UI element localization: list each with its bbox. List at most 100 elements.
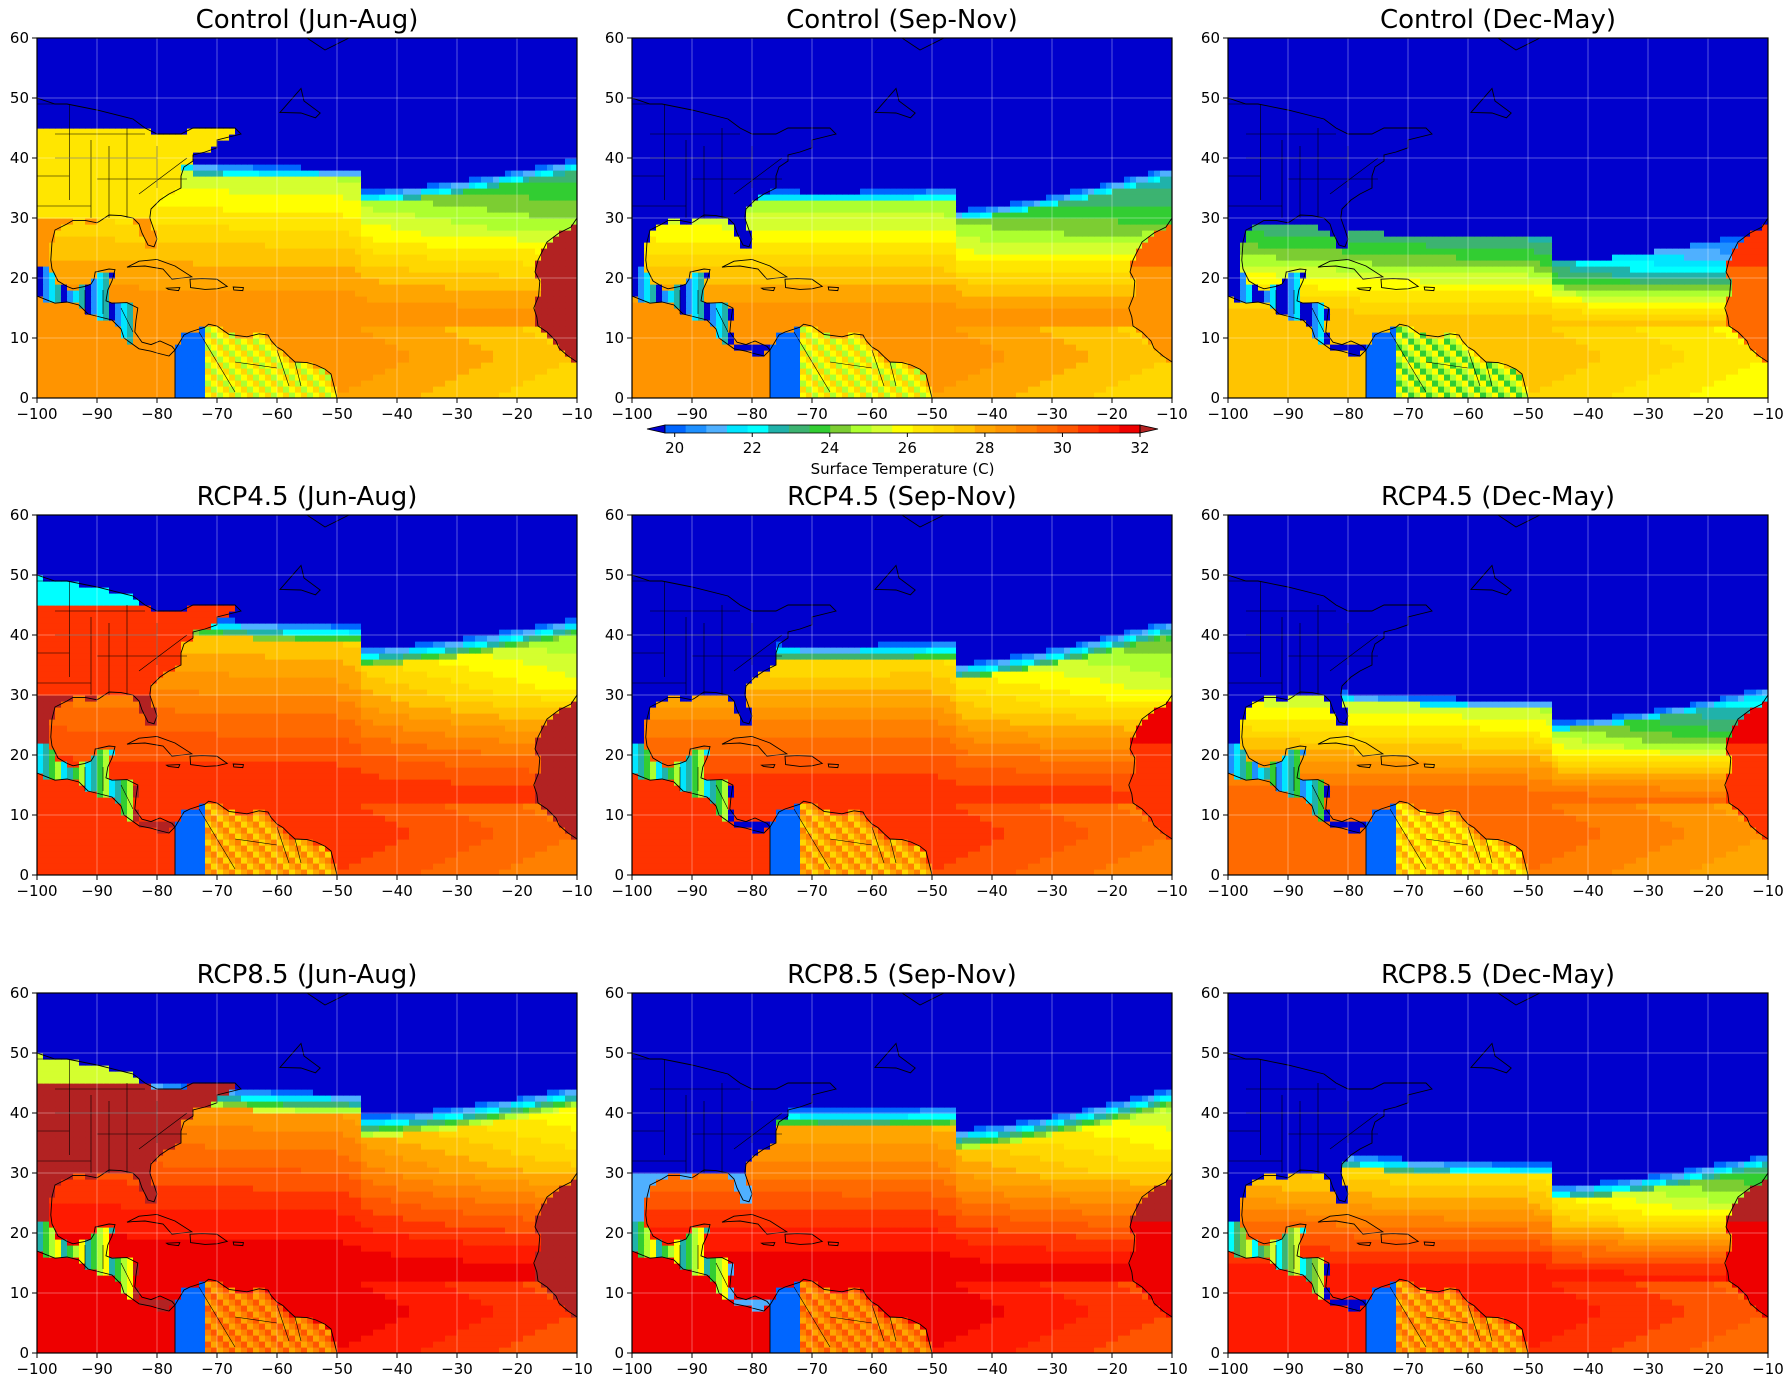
- field-cell: [175, 320, 182, 327]
- field-cell: [49, 338, 56, 345]
- field-cell: [529, 122, 536, 129]
- field-cell: [475, 140, 482, 147]
- field-cell: [517, 176, 524, 183]
- field-cell: [91, 188, 98, 195]
- field-cell: [103, 230, 110, 237]
- field-cell: [235, 212, 242, 219]
- field-cell: [253, 302, 260, 309]
- field-cell: [403, 266, 410, 273]
- field-cell: [97, 182, 104, 189]
- field-cell: [457, 110, 464, 117]
- field-cell: [253, 284, 260, 291]
- field-cell: [97, 92, 104, 99]
- field-cell: [163, 386, 170, 393]
- field-cell: [469, 194, 476, 201]
- field-cell: [505, 212, 512, 219]
- field-cell: [331, 86, 338, 93]
- field-cell: [235, 98, 242, 105]
- field-cell: [433, 104, 440, 111]
- field-cell: [85, 152, 92, 159]
- field-cell: [145, 194, 152, 201]
- field-cell: [403, 290, 410, 297]
- field-cell: [493, 122, 500, 129]
- field-cell: [187, 344, 194, 351]
- field-cell: [439, 338, 446, 345]
- field-cell: [55, 356, 62, 363]
- field-cell: [487, 98, 494, 105]
- field-cell: [229, 140, 236, 147]
- field-cell: [307, 326, 314, 333]
- field-cell: [217, 296, 224, 303]
- field-cell: [127, 308, 134, 315]
- field-cell: [535, 338, 542, 345]
- field-cell: [289, 266, 296, 273]
- field-cell: [505, 98, 512, 105]
- field-cell: [355, 212, 362, 219]
- field-cell: [439, 314, 446, 321]
- field-cell: [379, 284, 386, 291]
- field-cell: [295, 260, 302, 267]
- field-cell: [523, 218, 530, 225]
- field-cell: [157, 362, 164, 369]
- field-cell: [391, 110, 398, 117]
- field-cell: [337, 278, 344, 285]
- field-cell: [187, 194, 194, 201]
- field-cell: [469, 80, 476, 87]
- field-cell: [415, 98, 422, 105]
- field-cell: [43, 260, 50, 267]
- field-cell: [367, 236, 374, 243]
- field-cell: [541, 110, 548, 117]
- field-cell: [343, 290, 350, 297]
- field-cell: [85, 326, 92, 333]
- field-cell: [349, 314, 356, 321]
- field-cell: [355, 266, 362, 273]
- field-cell: [385, 254, 392, 261]
- field-cell: [511, 392, 518, 398]
- field-cell: [199, 188, 206, 195]
- field-cell: [61, 98, 68, 105]
- field-cell: [157, 224, 164, 231]
- field-cell: [187, 254, 194, 261]
- field-cell: [343, 266, 350, 273]
- field-cell: [325, 362, 332, 369]
- field-cell: [397, 356, 404, 363]
- field-cell: [319, 116, 326, 123]
- field-cell: [163, 278, 170, 285]
- field-cell: [139, 350, 146, 357]
- field-cell: [265, 110, 272, 117]
- field-cell: [487, 128, 494, 135]
- field-cell: [67, 116, 74, 123]
- field-cell: [529, 386, 536, 393]
- field-cell: [79, 320, 86, 327]
- field-cell: [259, 194, 266, 201]
- field-cell: [43, 158, 50, 165]
- field-cell: [139, 320, 146, 327]
- field-cell: [331, 182, 338, 189]
- field-cell: [493, 92, 500, 99]
- field-cell: [391, 242, 398, 249]
- field-cell: [565, 164, 572, 171]
- field-cell: [523, 188, 530, 195]
- field-cell: [247, 332, 254, 339]
- field-cell: [163, 230, 170, 237]
- field-cell: [139, 182, 146, 189]
- field-cell: [163, 290, 170, 297]
- field-cell: [67, 92, 74, 99]
- field-cell: [217, 104, 224, 111]
- field-cell: [205, 164, 212, 171]
- field-cell: [109, 302, 116, 309]
- field-cell: [85, 104, 92, 111]
- field-cell: [571, 296, 577, 303]
- field-cell: [163, 224, 170, 231]
- field-cell: [43, 206, 50, 213]
- field-cell: [361, 350, 368, 357]
- field-cell: [121, 206, 128, 213]
- field-cell: [391, 116, 398, 123]
- field-cell: [217, 74, 224, 81]
- field-cell: [451, 380, 458, 387]
- field-cell: [175, 194, 182, 201]
- field-cell: [397, 152, 404, 159]
- field-cell: [547, 320, 554, 327]
- field-cell: [247, 314, 254, 321]
- field-cell: [67, 182, 74, 189]
